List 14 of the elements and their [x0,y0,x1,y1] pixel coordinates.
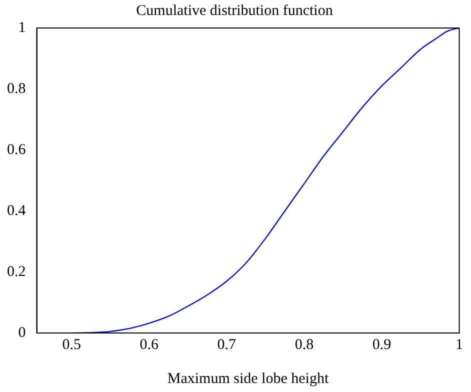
x-tick-label: 0.8 [294,336,314,353]
y-tick-label: 0.8 [7,80,26,97]
y-tick-label: 0.6 [7,142,26,158]
x-tick-label: 0.5 [62,336,82,353]
x-tick-label: 0.7 [217,336,237,353]
y-tick-label: 0.4 [7,202,26,219]
x-tick-label: 0.9 [372,336,392,353]
x-axis-title: Maximum side lobe height [167,370,330,387]
x-tick-label: 0.6 [140,336,160,353]
chart-title: Cumulative distribution function [136,2,334,19]
y-tick-label: 0 [18,324,26,341]
x-tick-label: 1 [456,336,463,353]
y-tick-label: 0.2 [7,264,26,280]
y-tick-label: 1 [18,20,26,36]
